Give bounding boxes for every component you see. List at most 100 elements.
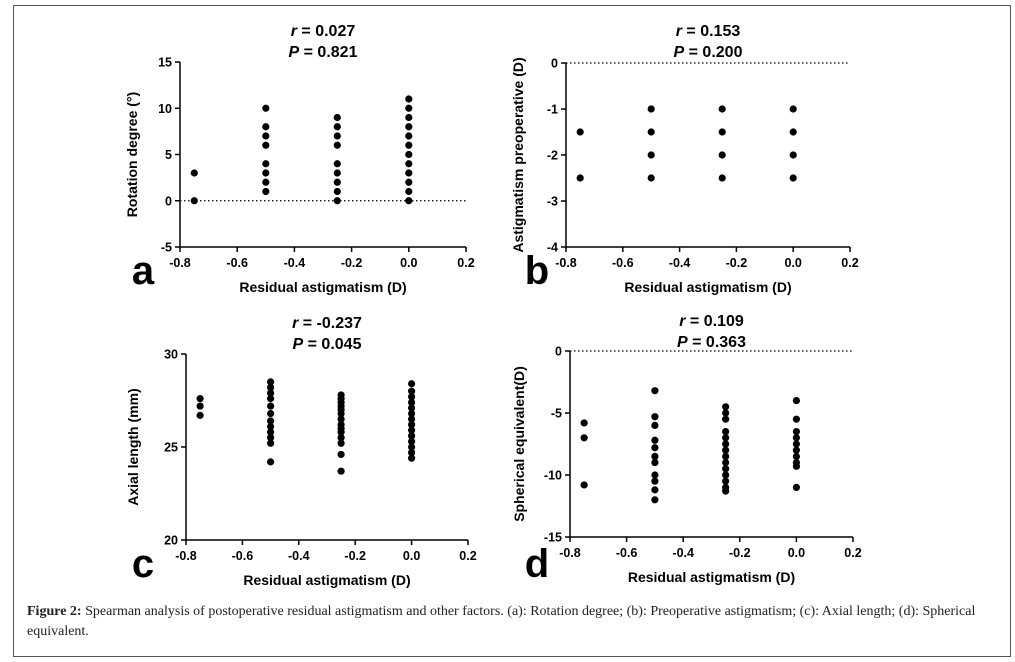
data-point <box>267 428 275 436</box>
data-point <box>722 452 730 460</box>
data-point <box>405 104 413 112</box>
stat-p-value: = 0.821 <box>299 44 357 61</box>
stat-r-symbol: r <box>679 313 686 330</box>
panel-c: r = -0.237 P = 0.045 -0.8 -0.6 -0.4 -0.2 0.0 0.… <box>125 315 477 588</box>
data-point <box>722 471 730 479</box>
data-point <box>267 434 275 442</box>
data-point <box>405 141 413 149</box>
data-point <box>196 411 204 419</box>
data-point <box>408 393 416 401</box>
y-tick-label: -3 <box>547 195 558 209</box>
x-tick-label: -0.6 <box>616 546 638 560</box>
y-axis-label: Axial length (mm) <box>125 388 141 505</box>
data-point <box>337 467 345 475</box>
data-point <box>267 383 275 392</box>
x-tick-label: -0.8 <box>555 256 577 270</box>
y-tick-label: -4 <box>547 241 558 255</box>
panel-b: r = 0.153 P = 0.200 -0.8 -0.6 -0.4 -0.2 0.0 0.2… <box>510 23 859 295</box>
data-point <box>651 477 659 485</box>
x-tick-label: -0.4 <box>284 256 306 270</box>
figure-caption: Figure 2: Spearman analysis of postopera… <box>27 602 1002 642</box>
x-tick-label: 0.0 <box>403 549 420 563</box>
data-point <box>408 437 416 446</box>
x-tick-label: -0.6 <box>226 256 248 270</box>
data-point <box>337 391 345 399</box>
data-point <box>267 458 275 466</box>
x-tick-label: -0.4 <box>669 256 691 270</box>
data-point <box>267 439 275 447</box>
data-point <box>722 440 730 448</box>
figure-frame <box>13 5 1011 657</box>
stat-p-symbol: P <box>677 334 688 351</box>
data-point <box>789 128 797 136</box>
caption-label: Figure 2: <box>27 604 82 619</box>
data-point <box>408 387 416 395</box>
data-point <box>408 454 416 462</box>
x-tick-label: -0.4 <box>288 549 310 563</box>
y-tick-label: -10 <box>544 469 562 483</box>
y-tick-label: 0 <box>165 194 172 208</box>
data-point <box>789 174 797 182</box>
stat-p: P = 0.200 <box>674 44 743 61</box>
data-point <box>333 160 341 168</box>
data-point <box>408 421 416 429</box>
stat-p-symbol: P <box>289 44 300 61</box>
data-point <box>718 151 726 159</box>
data-point <box>722 487 730 495</box>
stat-r: r = 0.109 <box>679 313 744 330</box>
data-point <box>333 197 341 205</box>
data-point <box>651 413 659 421</box>
data-point <box>333 132 341 140</box>
stat-r-value: = 0.027 <box>297 23 355 40</box>
data-point <box>408 398 416 406</box>
data-point <box>408 443 416 451</box>
data-point <box>405 187 413 196</box>
data-point <box>647 128 655 136</box>
data-point <box>792 428 801 436</box>
stat-r-symbol: r <box>291 23 298 40</box>
data-point <box>408 448 416 457</box>
data-point <box>405 113 413 122</box>
data-point <box>576 174 584 182</box>
data-point <box>405 123 413 131</box>
stat-p: P = 0.363 <box>677 334 746 351</box>
data-point <box>792 462 801 470</box>
data-point <box>651 486 659 494</box>
data-point <box>651 459 659 467</box>
y-tick-label: -2 <box>547 149 558 163</box>
y-tick-label: 25 <box>164 441 178 455</box>
x-tick-label: 0.0 <box>785 256 802 270</box>
data-point <box>580 434 588 442</box>
data-point <box>408 380 416 388</box>
data-point <box>792 415 801 423</box>
x-tick-label: -0.6 <box>612 256 634 270</box>
data-point <box>267 395 275 403</box>
data-point <box>576 128 584 136</box>
x-tick-label: 0.0 <box>400 256 417 270</box>
data-point <box>789 151 797 159</box>
x-tick-label: 0.2 <box>841 256 858 270</box>
data-point <box>267 378 275 386</box>
stat-p: P = 0.821 <box>289 44 358 61</box>
data-point <box>651 436 659 444</box>
data-point <box>405 150 413 159</box>
data-point <box>337 421 345 429</box>
data-point <box>722 459 730 467</box>
x-tick-label: -0.6 <box>232 549 254 563</box>
y-tick-label: -1 <box>547 103 558 117</box>
data-point <box>337 415 345 423</box>
data-point <box>651 452 659 460</box>
x-tick-label: 0.2 <box>844 546 861 560</box>
data-point <box>792 397 801 405</box>
data-point <box>789 105 797 113</box>
panel-a: r = 0.027 P = 0.821 -0.8 -0.6 -0.4 -0.2 0.0 0.2… <box>124 23 475 295</box>
y-tick-label: -15 <box>544 531 562 545</box>
x-tick-label: 0.2 <box>457 256 474 270</box>
data-point <box>337 450 345 459</box>
x-tick-label: 0.0 <box>788 546 805 560</box>
data-point <box>718 105 726 113</box>
stat-r: r = 0.153 <box>676 23 741 40</box>
y-tick-label: 30 <box>164 348 178 362</box>
data-point <box>792 483 801 491</box>
data-point <box>647 105 655 113</box>
